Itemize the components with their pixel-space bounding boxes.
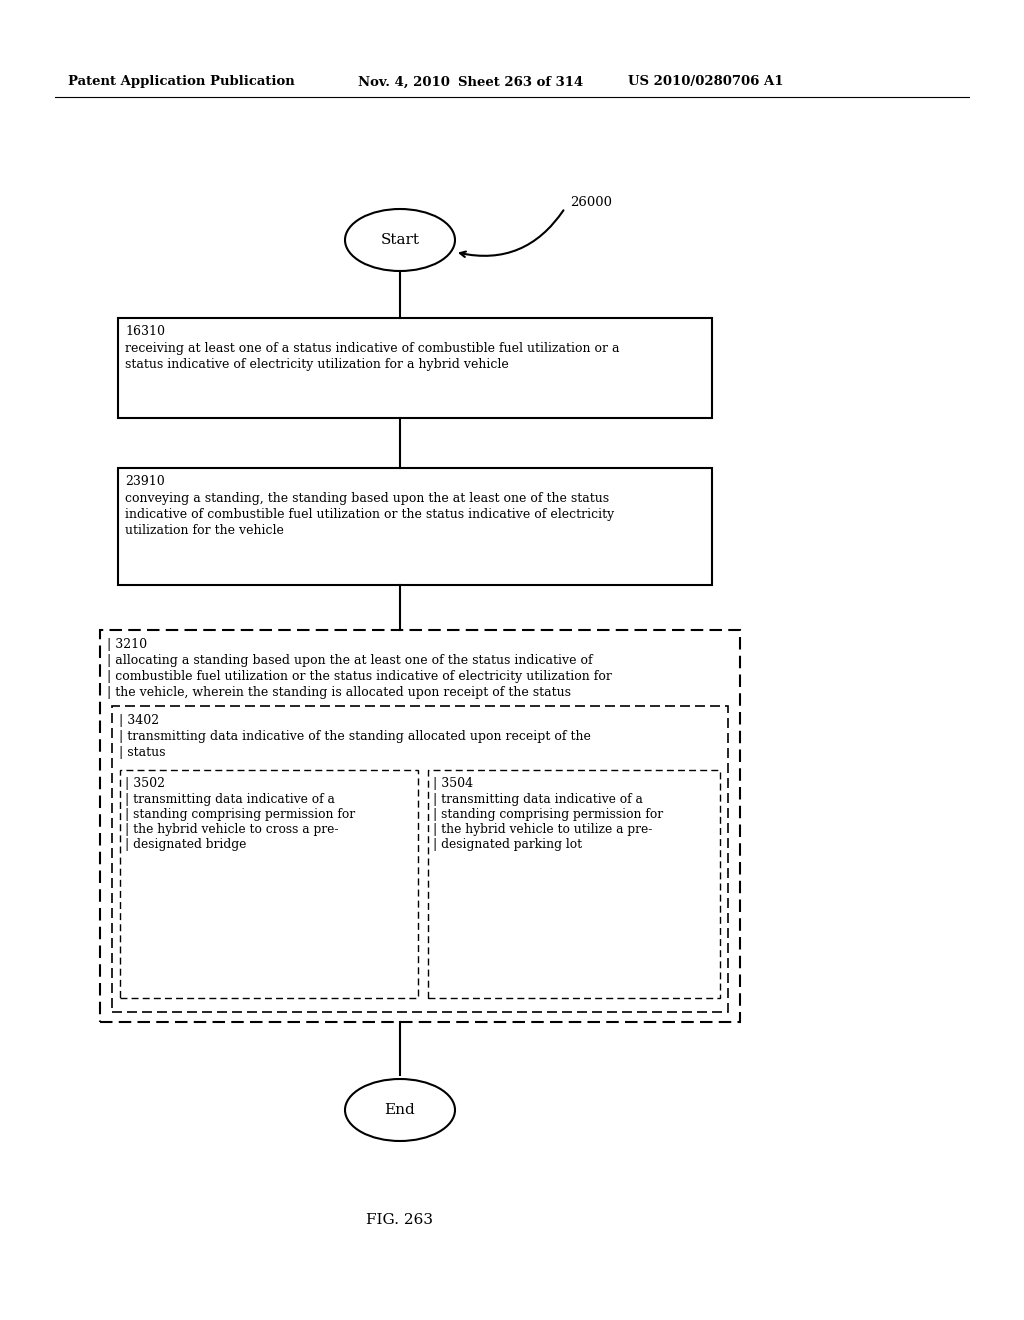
Text: 16310: 16310 <box>125 325 165 338</box>
Text: | transmitting data indicative of the standing allocated upon receipt of the: | transmitting data indicative of the st… <box>119 730 591 743</box>
Text: utilization for the vehicle: utilization for the vehicle <box>125 524 284 537</box>
Bar <box>428 770 720 998</box>
Text: | the vehicle, wherein the standing is allocated upon receipt of the status: | the vehicle, wherein the standing is a… <box>106 686 571 700</box>
Bar <box>100 630 740 1022</box>
Text: | the hybrid vehicle to cross a pre-: | the hybrid vehicle to cross a pre- <box>125 822 339 836</box>
Text: | allocating a standing based upon the at least one of the status indicative of: | allocating a standing based upon the a… <box>106 653 593 667</box>
Text: receiving at least one of a status indicative of combustible fuel utilization or: receiving at least one of a status indic… <box>125 342 620 355</box>
Text: | designated parking lot: | designated parking lot <box>433 838 582 851</box>
Bar <box>118 318 712 418</box>
Text: | the hybrid vehicle to utilize a pre-: | the hybrid vehicle to utilize a pre- <box>433 822 652 836</box>
Text: 26000: 26000 <box>570 197 612 210</box>
Text: indicative of combustible fuel utilization or the status indicative of electrici: indicative of combustible fuel utilizati… <box>125 508 614 521</box>
Text: Start: Start <box>381 234 420 247</box>
Text: | combustible fuel utilization or the status indicative of electricity utilizati: | combustible fuel utilization or the st… <box>106 671 612 682</box>
Text: Patent Application Publication: Patent Application Publication <box>68 75 295 88</box>
Text: Sheet 263 of 314: Sheet 263 of 314 <box>458 75 584 88</box>
Text: | designated bridge: | designated bridge <box>125 838 247 851</box>
Text: 23910: 23910 <box>125 475 165 488</box>
Text: | standing comprising permission for: | standing comprising permission for <box>125 808 355 821</box>
Text: US 2010/0280706 A1: US 2010/0280706 A1 <box>628 75 783 88</box>
Text: | transmitting data indicative of a: | transmitting data indicative of a <box>433 793 643 807</box>
Bar <box>120 770 418 998</box>
Bar <box>112 706 728 1012</box>
Text: | 3502: | 3502 <box>125 777 165 789</box>
Text: FIG. 263: FIG. 263 <box>367 1213 433 1228</box>
Text: status indicative of electricity utilization for a hybrid vehicle: status indicative of electricity utiliza… <box>125 358 509 371</box>
Text: Nov. 4, 2010: Nov. 4, 2010 <box>358 75 450 88</box>
Text: | transmitting data indicative of a: | transmitting data indicative of a <box>125 793 335 807</box>
Text: | 3402: | 3402 <box>119 714 159 727</box>
Text: conveying a standing, the standing based upon the at least one of the status: conveying a standing, the standing based… <box>125 492 609 506</box>
Text: End: End <box>385 1104 416 1117</box>
Bar <box>118 469 712 585</box>
Text: | 3210: | 3210 <box>106 638 147 651</box>
Text: | status: | status <box>119 746 166 759</box>
Text: | standing comprising permission for: | standing comprising permission for <box>433 808 664 821</box>
Text: | 3504: | 3504 <box>433 777 473 789</box>
